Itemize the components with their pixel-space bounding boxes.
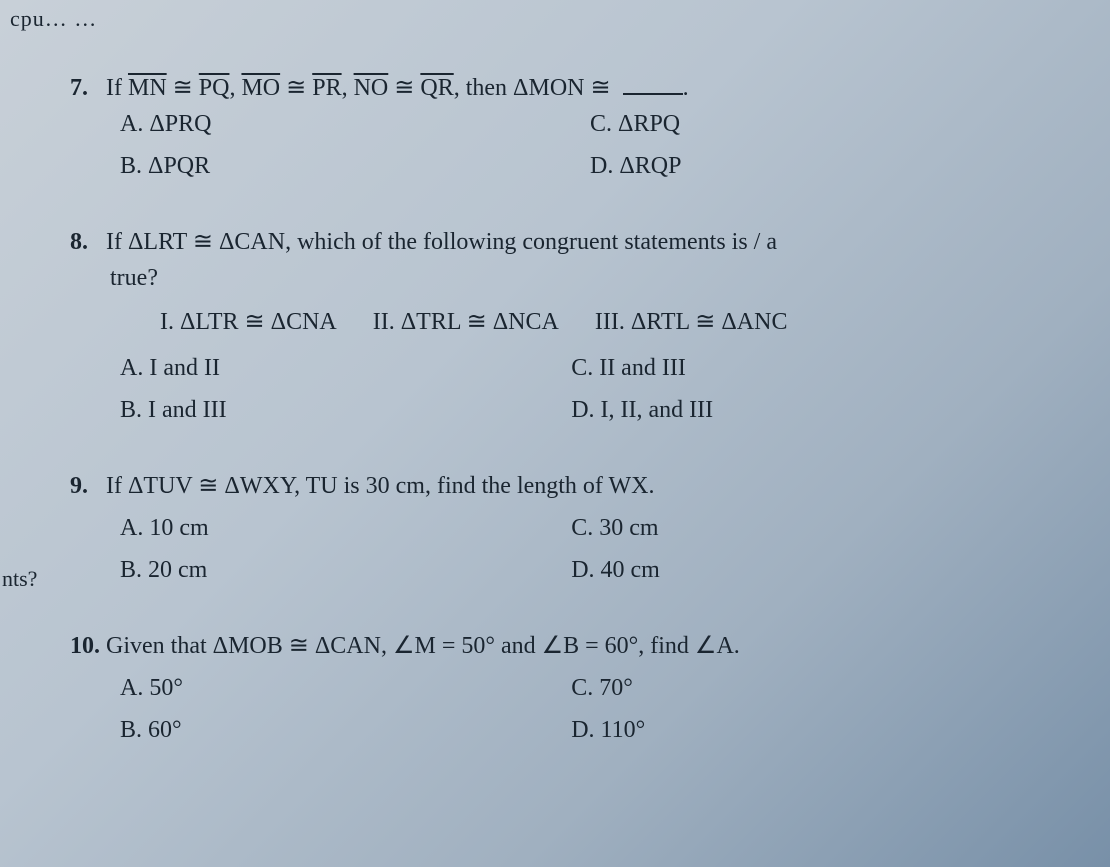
- choice-d: D. ΔRQP: [590, 148, 816, 184]
- choice-b: B. ΔPQR: [120, 148, 346, 184]
- choice-b: B. 20 cm: [120, 552, 571, 588]
- choice-c: C. 70°: [571, 670, 1022, 706]
- roman-i: I. ΔLTR ≅ ΔCNA: [160, 304, 337, 340]
- q8-prompt-line2: true?: [110, 260, 1060, 296]
- question-number: 9.: [70, 468, 106, 504]
- roman-iii: III. ΔRTL ≅ ΔANC: [595, 304, 788, 340]
- choice-c: C. II and III: [571, 350, 1022, 386]
- choice-a: A. I and II: [120, 350, 571, 386]
- choice-d: D. 110°: [571, 712, 1022, 748]
- question-number: 7.: [70, 70, 106, 106]
- question-9: 9. If ΔTUV ≅ ΔWXY, TU is 30 cm, find the…: [70, 468, 1060, 594]
- choice-d: D. 40 cm: [571, 552, 1022, 588]
- choice-d: D. I, II, and III: [571, 392, 1022, 428]
- choice-c: C. ΔRPQ: [590, 106, 816, 142]
- text: ≅: [388, 75, 420, 101]
- question-number: 8.: [70, 224, 106, 260]
- text: , then ΔMON ≅: [454, 75, 617, 101]
- page-fragment-top: cpu… …: [10, 2, 97, 35]
- segment-mn: MN: [128, 75, 167, 101]
- choice-a: A. ΔPRQ: [120, 106, 346, 142]
- text: If: [106, 75, 128, 101]
- choice-a: A. 50°: [120, 670, 571, 706]
- choice-b: B. 60°: [120, 712, 571, 748]
- text: .: [683, 75, 689, 101]
- question-10: 10. Given that ΔMOB ≅ ΔCAN, ∠M = 50° and…: [70, 628, 1060, 754]
- question-8: 8. If ΔLRT ≅ ΔCAN, which of the followin…: [70, 224, 1060, 434]
- q10-prompt: Given that ΔMOB ≅ ΔCAN, ∠M = 50° and ∠B …: [106, 628, 740, 664]
- choice-c: C. 30 cm: [571, 510, 1022, 546]
- choice-a: A. 10 cm: [120, 510, 571, 546]
- answer-blank: [623, 71, 683, 95]
- text: ≅: [280, 75, 312, 101]
- text: ,: [342, 75, 354, 101]
- page-fragment-side: nts?: [2, 562, 37, 595]
- segment-pq: PQ: [199, 75, 230, 101]
- segment-pr: PR: [312, 75, 341, 101]
- q7-prompt: If MN ≅ PQ, MO ≅ PR, NO ≅ QR, then ΔMON …: [106, 70, 689, 106]
- q8-prompt-line1: If ΔLRT ≅ ΔCAN, which of the following c…: [106, 224, 777, 260]
- roman-ii: II. ΔTRL ≅ ΔNCA: [373, 304, 559, 340]
- question-7: 7. If MN ≅ PQ, MO ≅ PR, NO ≅ QR, then ΔM…: [70, 70, 1060, 190]
- segment-no: NO: [354, 75, 389, 101]
- question-number: 10.: [70, 628, 106, 664]
- q9-prompt: If ΔTUV ≅ ΔWXY, TU is 30 cm, find the le…: [106, 468, 654, 504]
- choice-b: B. I and III: [120, 392, 571, 428]
- text: ≅: [167, 75, 199, 101]
- text: ,: [229, 75, 241, 101]
- segment-qr: QR: [420, 75, 453, 101]
- segment-mo: MO: [241, 75, 280, 101]
